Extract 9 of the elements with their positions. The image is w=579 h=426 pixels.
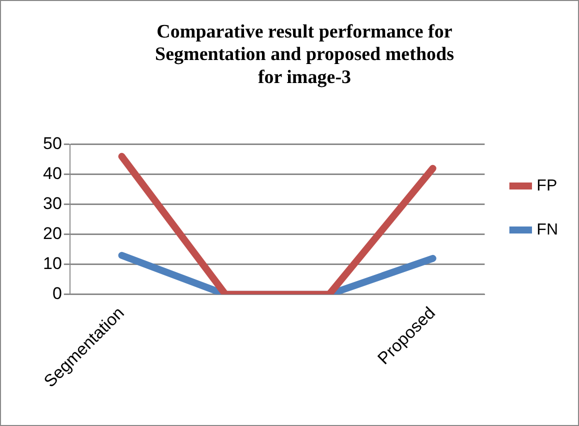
y-tick-label: 40 <box>42 164 62 184</box>
legend-label: FP <box>536 177 558 194</box>
y-tick-label: 50 <box>42 134 62 154</box>
y-tick-label: 0 <box>52 284 62 304</box>
y-tick-label: 10 <box>42 254 62 274</box>
y-tick-label: 30 <box>42 194 62 214</box>
y-tick-label: 20 <box>42 224 62 244</box>
legend-label: FN <box>536 221 558 238</box>
chart-title: Comparative result performance for Segmentation and proposed methods for image-3 <box>155 21 454 88</box>
